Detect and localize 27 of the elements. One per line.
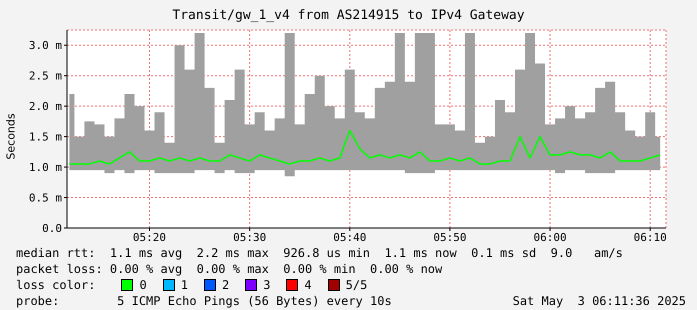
text: probe: 5 ICMP Echo Pings (56 Bytes) every 10s xyxy=(16,293,392,309)
x-tick-label: 05:30 xyxy=(233,230,266,244)
text: Sat May 3 06:11:36 2025 xyxy=(512,293,686,309)
legend-label: 1 xyxy=(180,277,188,293)
x-tick-label: 06:00 xyxy=(533,230,567,244)
y-tick-label: 2.0 m xyxy=(28,100,62,114)
y-tick-label: 0.0 xyxy=(42,222,62,235)
line-series xyxy=(68,130,661,165)
text: packet loss: 0.00 % avg 0.00 % max 0.00 % min 0.00 % now xyxy=(16,261,444,277)
x-tick-label: 05:20 xyxy=(132,230,166,244)
y-axis-title: Seconds xyxy=(4,113,18,160)
x-tick-label: 06:10 xyxy=(634,230,667,244)
y-tick-label: 1.0 m xyxy=(28,160,62,174)
legend-label: 2 xyxy=(222,277,230,293)
y-tick-label: 3.0 m xyxy=(28,39,62,52)
legend-label: 4 xyxy=(304,277,312,293)
legend-label: 3 xyxy=(263,277,270,293)
y-tick-label: 1.5 m xyxy=(28,130,62,144)
x-tick-label: 05:40 xyxy=(333,230,366,244)
legend-label: 0 xyxy=(139,277,147,293)
legend-label: 5/5 xyxy=(346,277,368,293)
text: median rtt: 1.1 ms avg 2.2 ms max 926.8 us min 1.1 ms now 0.1 ms sd 9.0 am/s xyxy=(16,245,624,261)
text: loss color: xyxy=(16,277,96,293)
x-tick-label: 05:50 xyxy=(433,230,466,244)
y-tick-label: 2.5 m xyxy=(28,70,62,83)
y-tick-label: 0.5 m xyxy=(28,191,62,204)
chart-title: Transit/gw_1_v4 from AS214915 to IPv4 Gateway xyxy=(171,8,526,23)
